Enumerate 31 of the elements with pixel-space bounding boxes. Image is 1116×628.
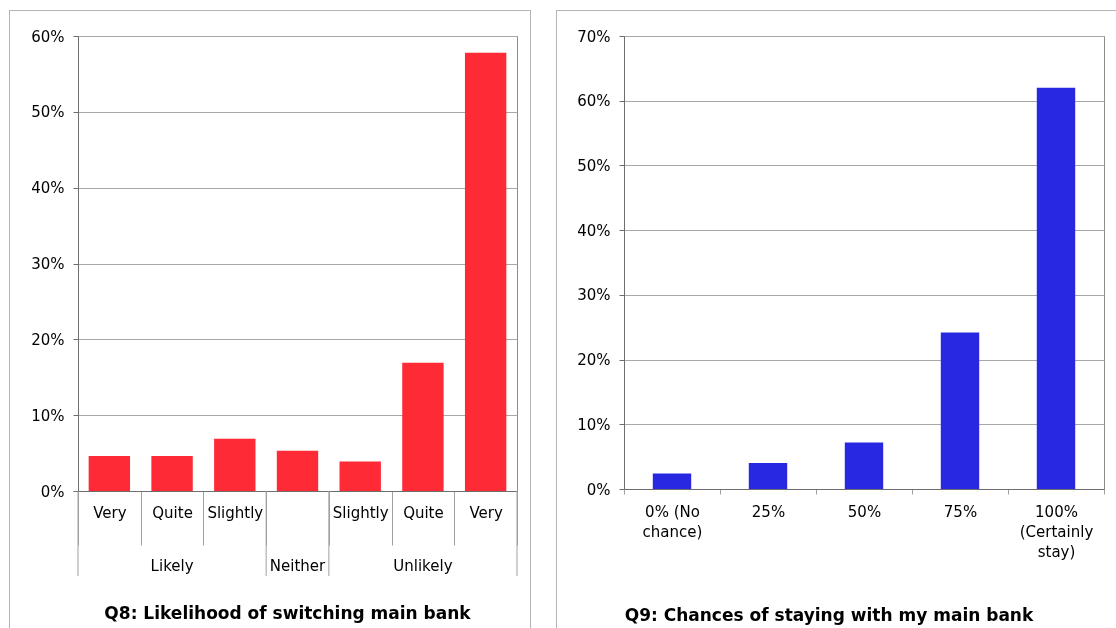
x-tick-label: Quite — [152, 503, 193, 522]
x-tick-label: Slightly — [207, 503, 264, 522]
y-tick-label: 50% — [577, 156, 611, 175]
y-tick-label: 10% — [31, 406, 65, 425]
y-tick-label: 10% — [577, 415, 611, 434]
y-tick-label: 0% — [40, 482, 65, 501]
x-tick-label: 100% (Certainly stay) — [1019, 502, 1094, 561]
text: Unlikely — [393, 557, 453, 575]
y-tick-label: 60% — [31, 27, 65, 46]
x-tick-label: Very — [469, 503, 503, 522]
x-tick-label: 75% — [943, 502, 978, 521]
y-tick-label: 40% — [31, 179, 65, 198]
y-tick-label: 30% — [577, 286, 611, 305]
x-tick-label: Quite — [403, 503, 444, 522]
y-tick-label: 20% — [577, 351, 611, 370]
x-tick-label: Slightly — [332, 503, 389, 522]
x-tick-label: 25% — [751, 502, 786, 521]
y-tick-label: 30% — [31, 255, 65, 273]
text: Q8: Likelihood of switching main bank — [104, 602, 472, 623]
y-tick-label: 40% — [577, 221, 611, 240]
y-tick-label: 20% — [31, 330, 65, 349]
text: Q9: Chances of staying with my main bank — [624, 605, 1034, 625]
y-tick-label: 70% — [577, 27, 611, 46]
x-tick-label: 50% — [847, 502, 882, 521]
y-tick-label: 50% — [31, 103, 65, 122]
text: Likely — [150, 557, 194, 575]
y-tick-label: 60% — [577, 92, 611, 111]
x-tick-label: Very — [93, 503, 127, 522]
text: Neither — [269, 557, 327, 575]
y-tick-label: 0% — [586, 480, 611, 499]
x-tick-label: 0% (No chance) — [642, 502, 703, 541]
